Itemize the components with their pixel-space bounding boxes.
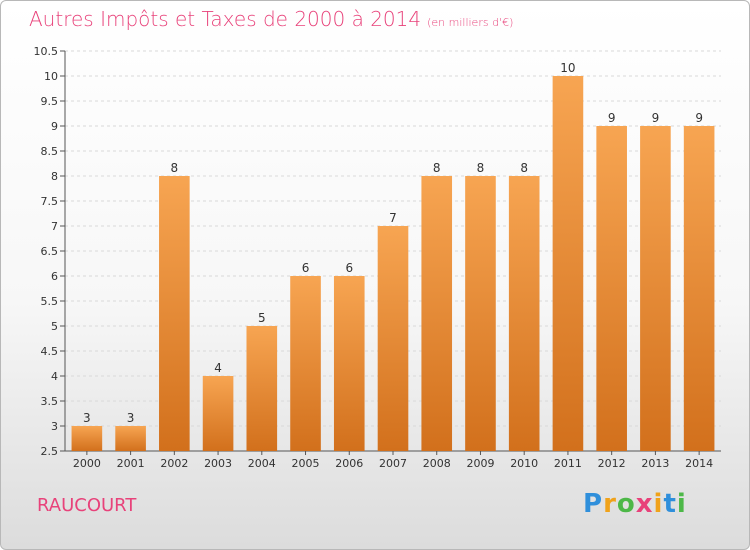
bar-value-label: 9: [652, 111, 660, 125]
bar: [552, 76, 584, 451]
bar-value-label: 3: [127, 411, 135, 425]
bar-value-label: 9: [608, 111, 616, 125]
x-tick-label: 2014: [685, 457, 713, 470]
x-tick-labels: 2000 2001 2002 2003 2004 2005 2006 2007 2008 2009…: [73, 451, 713, 470]
y-tick-label: 7.5: [41, 195, 59, 208]
bar: [159, 176, 190, 451]
x-tick-label: 2011: [554, 457, 582, 470]
y-tick-label: 9.5: [41, 95, 59, 108]
chart-title-text: Autres Impôts et Taxes de 2000 à 2014: [29, 7, 422, 31]
x-tick-label: 2001: [117, 457, 145, 470]
bar-value-label: 6: [345, 261, 353, 275]
bar-value-label: 5: [258, 311, 266, 325]
y-tick-label: 9: [51, 120, 58, 133]
bar-value-label: 9: [695, 111, 703, 125]
bar: [683, 126, 715, 451]
commune-name: RAUCOURT: [37, 495, 137, 516]
y-tick-label: 8: [51, 170, 58, 183]
y-tick-label: 2.5: [41, 445, 59, 458]
bar: [290, 276, 321, 451]
y-tick-labels: 2.5 3 3.5 4 4.5 5 5.5 6 6.5 7 7.5 8 8.5 9 9.5 10 10.5: [34, 45, 59, 458]
bar-value-label: 4: [214, 361, 222, 375]
x-tick-label: 2013: [641, 457, 669, 470]
bar: [596, 126, 627, 451]
bar: [246, 326, 278, 451]
x-tick-label: 2003: [204, 457, 232, 470]
x-tick-label: 2002: [160, 457, 188, 470]
value-labels: 3 3 8 4 5 6 6 7 8 8 8 10 9 9 9: [83, 61, 703, 425]
bar-value-label: 6: [302, 261, 310, 275]
bar-value-label: 8: [433, 161, 441, 175]
x-tick-label: 2005: [292, 457, 320, 470]
bar: [508, 176, 540, 451]
bar: [640, 126, 671, 451]
x-tick-label: 2008: [423, 457, 451, 470]
x-tick-label: 2006: [335, 457, 363, 470]
y-tick-label: 4: [51, 370, 58, 383]
bar: [465, 176, 496, 451]
y-tick-label: 3.5: [41, 395, 59, 408]
x-tick-label: 2010: [510, 457, 538, 470]
y-tick-label: 4.5: [41, 345, 59, 358]
bar: [71, 426, 103, 451]
bar: [377, 226, 409, 451]
chart-title-unit: (en milliers d'€): [427, 16, 514, 29]
bar-value-label: 8: [171, 161, 179, 175]
bar: [202, 376, 234, 451]
bar-value-label: 3: [83, 411, 91, 425]
y-tick-label: 8.5: [41, 145, 59, 158]
x-tick-label: 2012: [598, 457, 626, 470]
bar-value-label: 10: [560, 61, 575, 75]
bar-value-label: 7: [389, 211, 397, 225]
x-tick-label: 2004: [248, 457, 276, 470]
y-tick-label: 5.5: [41, 295, 59, 308]
bar: [421, 176, 453, 451]
x-tick-label: 2000: [73, 457, 101, 470]
bar: [333, 276, 365, 451]
y-tick-label: 5: [51, 320, 58, 333]
y-tick-label: 7: [51, 220, 58, 233]
bar-value-label: 8: [477, 161, 485, 175]
y-tick-label: 10.5: [34, 45, 59, 58]
x-tick-label: 2007: [379, 457, 407, 470]
bar-value-label: 8: [520, 161, 528, 175]
x-tick-label: 2009: [466, 457, 494, 470]
y-tick-label: 6: [51, 270, 58, 283]
proxiti-logo: Proxiti: [583, 489, 687, 519]
y-tick-label: 3: [51, 420, 58, 433]
bar: [115, 426, 146, 451]
y-tick-label: 6.5: [41, 245, 59, 258]
y-tick-label: 10: [44, 70, 58, 83]
bars: [71, 76, 715, 451]
chart-title: Autres Impôts et Taxes de 2000 à 2014 (en…: [29, 7, 513, 31]
